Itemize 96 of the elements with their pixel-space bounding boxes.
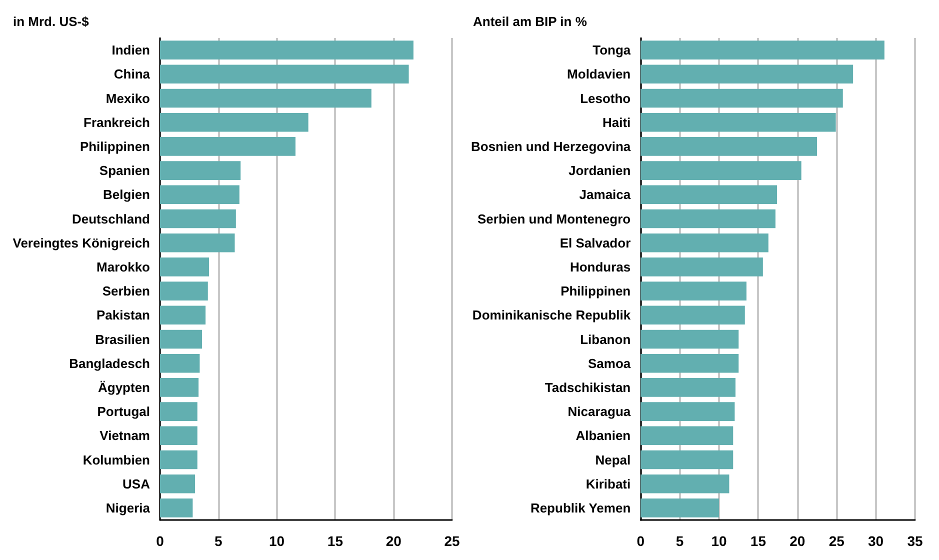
y-tick-label: Brasilien: [95, 332, 150, 347]
bar: [160, 209, 236, 228]
bar: [640, 378, 736, 397]
y-tick-label: Deutschland: [72, 211, 150, 226]
bar: [160, 161, 241, 180]
y-tick-label: Bangladesch: [69, 356, 150, 371]
bar: [640, 402, 735, 421]
y-tick-label: Mexiko: [106, 90, 150, 106]
y-tick-label: Philippinen: [560, 284, 631, 299]
x-tick-label: 30: [868, 533, 884, 549]
x-tick-label: 10: [711, 533, 728, 549]
x-tick-label: 5: [214, 533, 222, 549]
y-tick-label: Haiti: [602, 114, 631, 130]
y-tick-label: Tonga: [592, 42, 632, 58]
bar: [640, 88, 843, 108]
y-tick-label: Vereingtes Königreich: [12, 235, 150, 250]
bar: [640, 474, 730, 494]
bar: [160, 354, 200, 373]
bar: [640, 498, 720, 518]
x-tick-label: 25: [828, 533, 845, 549]
y-tick-label: Republik Yemen: [530, 500, 631, 516]
bar: [160, 402, 198, 421]
y-tick-label: Belgien: [103, 187, 150, 202]
bar: [160, 88, 372, 108]
y-tick-label: Indien: [112, 42, 150, 58]
bar: [640, 450, 734, 470]
bar: [160, 426, 198, 446]
y-tick-label: Tadschikistan: [544, 380, 631, 395]
bar: [640, 40, 884, 60]
y-tick-label: Honduras: [570, 259, 631, 274]
bar: [640, 258, 763, 276]
bar: [160, 474, 196, 494]
bar: [640, 330, 739, 349]
bar: [160, 185, 240, 204]
x-tick-label: 15: [750, 533, 766, 549]
y-tick-label: Kiribati: [586, 476, 631, 492]
y-tick-label: Samoa: [588, 356, 632, 371]
text: in Mrd. US-$: [13, 14, 90, 29]
bar: [160, 258, 210, 276]
text: Anteil am BIP in %: [473, 14, 588, 29]
y-tick-label: Kolumbien: [82, 452, 150, 468]
y-tick-label: Nigeria: [106, 500, 151, 516]
y-tick-label: USA: [122, 476, 151, 492]
y-tick-label: Jordanien: [568, 163, 631, 178]
bar: [640, 137, 818, 156]
y-tick-label: Dominikanische Republik: [472, 308, 632, 323]
bar: [640, 354, 739, 373]
bar: [160, 112, 308, 132]
bar: [640, 185, 778, 204]
y-tick-label: Philippinen: [80, 138, 150, 154]
bar: [160, 40, 414, 60]
bar: [640, 233, 768, 252]
bar: [640, 426, 734, 446]
y-tick-label: Serbien: [102, 284, 150, 299]
bar: [640, 282, 746, 300]
bar: [160, 233, 235, 252]
y-tick-label: Frankreich: [84, 114, 150, 130]
x-tick-label: 0: [156, 533, 164, 549]
y-tick-label: Marokko: [96, 259, 150, 274]
bar: [640, 306, 745, 325]
x-tick-label: 20: [386, 533, 402, 549]
x-tick-label: 25: [444, 533, 460, 549]
bar: [160, 64, 409, 84]
bar: [160, 498, 193, 518]
x-tick-label: 20: [790, 533, 806, 549]
y-tick-label: Vietnam: [100, 428, 150, 444]
y-tick-label: Serbien und Montenegro: [478, 211, 631, 226]
bar: [160, 330, 202, 349]
y-tick-label: Albanien: [576, 428, 631, 444]
x-tick-label: 0: [636, 533, 645, 549]
y-tick-label: Ägypten: [98, 380, 150, 395]
bar: [640, 112, 836, 132]
bar: [640, 64, 854, 84]
y-tick-label: Moldavien: [567, 66, 631, 82]
y-tick-label: Libanon: [580, 332, 631, 347]
y-tick-label: Pakistan: [96, 308, 150, 323]
x-tick-label: 15: [327, 533, 344, 549]
y-tick-label: Nepal: [595, 452, 631, 468]
bar: [160, 450, 198, 470]
x-tick-label: 35: [907, 533, 923, 549]
bar: [640, 161, 802, 180]
bar: [160, 282, 208, 300]
y-tick-label: Bosnien und Herzegovina: [470, 138, 632, 154]
bar: [640, 209, 776, 228]
y-tick-label: Nicaragua: [568, 404, 632, 420]
bar: [160, 137, 296, 156]
x-tick-label: 10: [269, 533, 285, 549]
y-tick-label: El Salvador: [560, 235, 631, 250]
bar: [160, 306, 206, 325]
y-tick-label: Jamaica: [579, 187, 632, 202]
x-tick-label: 5: [676, 533, 684, 549]
bar: [160, 378, 199, 397]
y-tick-label: Spanien: [99, 163, 150, 178]
y-tick-label: Portugal: [97, 404, 150, 420]
y-tick-label: China: [114, 66, 151, 82]
y-tick-label: Lesotho: [580, 90, 631, 106]
